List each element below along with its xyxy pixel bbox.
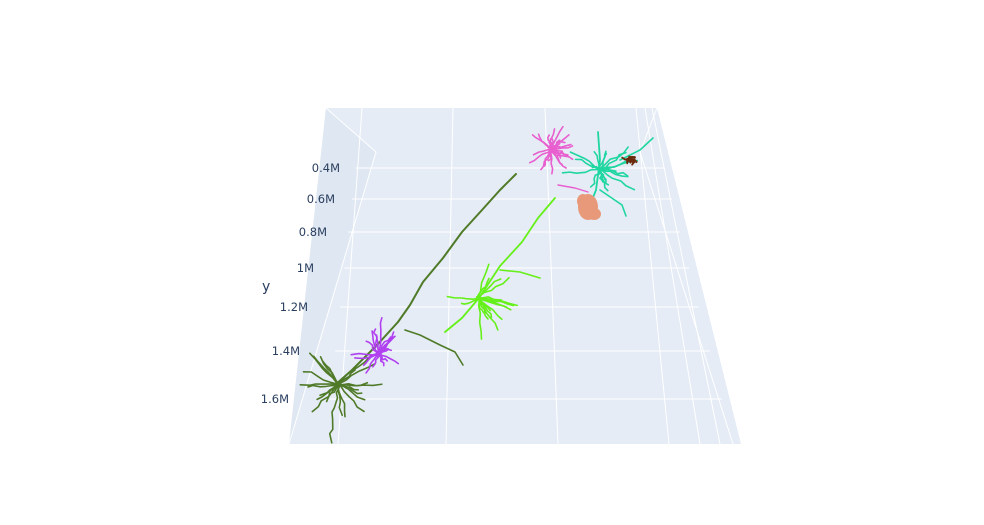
- y-tick-label: 0.6M: [307, 192, 335, 206]
- series-4-trace: [599, 168, 629, 178]
- back-wall-pane: [289, 108, 741, 444]
- series-0-trace: [338, 382, 365, 413]
- series-1-trace: [377, 351, 385, 367]
- vertical-gridline: [445, 107, 454, 445]
- series-0-trace: [307, 384, 340, 388]
- series-6-trace: [629, 157, 636, 164]
- series-0-trace: [325, 385, 339, 403]
- series-4-trace: [593, 151, 601, 172]
- series-4-trace: [561, 168, 600, 175]
- y-axis-ticks: 0.4M 0.6M 0.8M 1M 1.2M 1.4M 1.6M: [261, 161, 340, 406]
- series-3-trace: [549, 149, 554, 175]
- series-3-trace: [557, 184, 589, 193]
- series-0-trace: [319, 385, 339, 397]
- series-5-soma: [587, 208, 601, 220]
- y-tick-label: 1.2M: [280, 300, 308, 314]
- gridlines: [288, 107, 734, 445]
- series-4-trace: [589, 169, 602, 188]
- series-3-trace: [550, 149, 574, 161]
- series-3-trace: [551, 139, 561, 151]
- depth-gridline: [288, 107, 377, 445]
- series-3-trace: [549, 149, 567, 169]
- series-1-trace: [378, 336, 392, 355]
- vertical-gridline: [651, 107, 721, 445]
- series-4-trace: [598, 150, 607, 171]
- series-5-soma: [577, 194, 589, 208]
- series-0-trace: [336, 382, 346, 418]
- series-1-trace: [375, 334, 380, 356]
- series-2-trace: [477, 297, 483, 340]
- depth-gridline: [639, 107, 734, 445]
- y-tick-label: 0.4M: [312, 161, 340, 175]
- series-0-trace: [404, 329, 464, 366]
- series-0-trace: [336, 369, 356, 387]
- series-4-trace: [600, 168, 636, 191]
- series-3-trace: [550, 145, 574, 151]
- series-1-trace: [372, 353, 380, 368]
- series-3-trace: [532, 149, 554, 156]
- series-3-trace: [549, 128, 556, 150]
- series-1-trace: [365, 353, 380, 374]
- series-2-trace: [499, 269, 541, 279]
- series-3-trace: [528, 150, 551, 164]
- series-4-trace: [598, 168, 610, 186]
- neuron-traces: [299, 125, 654, 444]
- series-4-trace: [619, 137, 654, 161]
- series-0-trace: [337, 381, 369, 387]
- y-tick-label: 1M: [297, 261, 314, 275]
- series-0-trace: [312, 355, 339, 386]
- series-2-trace: [475, 296, 518, 307]
- series-1-trace: [377, 331, 395, 355]
- series-3-trace: [531, 134, 553, 152]
- series-1-trace: [365, 340, 378, 354]
- series-1-trace: [362, 354, 378, 367]
- y-tick-label: 1.4M: [272, 344, 300, 358]
- vertical-gridline: [644, 107, 701, 445]
- series-0-trace: [334, 173, 517, 386]
- vertical-gridline: [544, 107, 559, 445]
- scene-floor: [289, 108, 741, 444]
- series-0-trace: [302, 370, 339, 385]
- series-2-trace: [446, 295, 479, 300]
- series-6-trace: [621, 156, 632, 161]
- series-1-trace: [350, 352, 380, 356]
- series-2-trace: [475, 263, 490, 299]
- back-wall-shade: [289, 108, 376, 444]
- y-axis-title: y: [262, 279, 270, 295]
- series-6-trace: [626, 157, 632, 165]
- series-0-trace: [337, 355, 372, 386]
- series-1-trace: [371, 330, 380, 354]
- y-tick-label: 1.6M: [261, 392, 289, 406]
- series-2-trace: [477, 296, 493, 319]
- series-0-trace: [335, 383, 360, 391]
- series-0-trace: [328, 385, 341, 444]
- vertical-gridline: [635, 107, 670, 445]
- series-4-trace: [599, 189, 627, 217]
- y-tick-label: 0.8M: [299, 225, 327, 239]
- series-4-trace: [598, 146, 629, 171]
- series-2-trace: [460, 295, 480, 305]
- series-2-trace: [476, 297, 512, 311]
- series-2-trace: [476, 278, 502, 299]
- series-2-trace: [444, 197, 556, 333]
- series-0-trace: [299, 383, 341, 387]
- series-1-trace: [377, 316, 383, 354]
- series-4-trace: [569, 151, 600, 170]
